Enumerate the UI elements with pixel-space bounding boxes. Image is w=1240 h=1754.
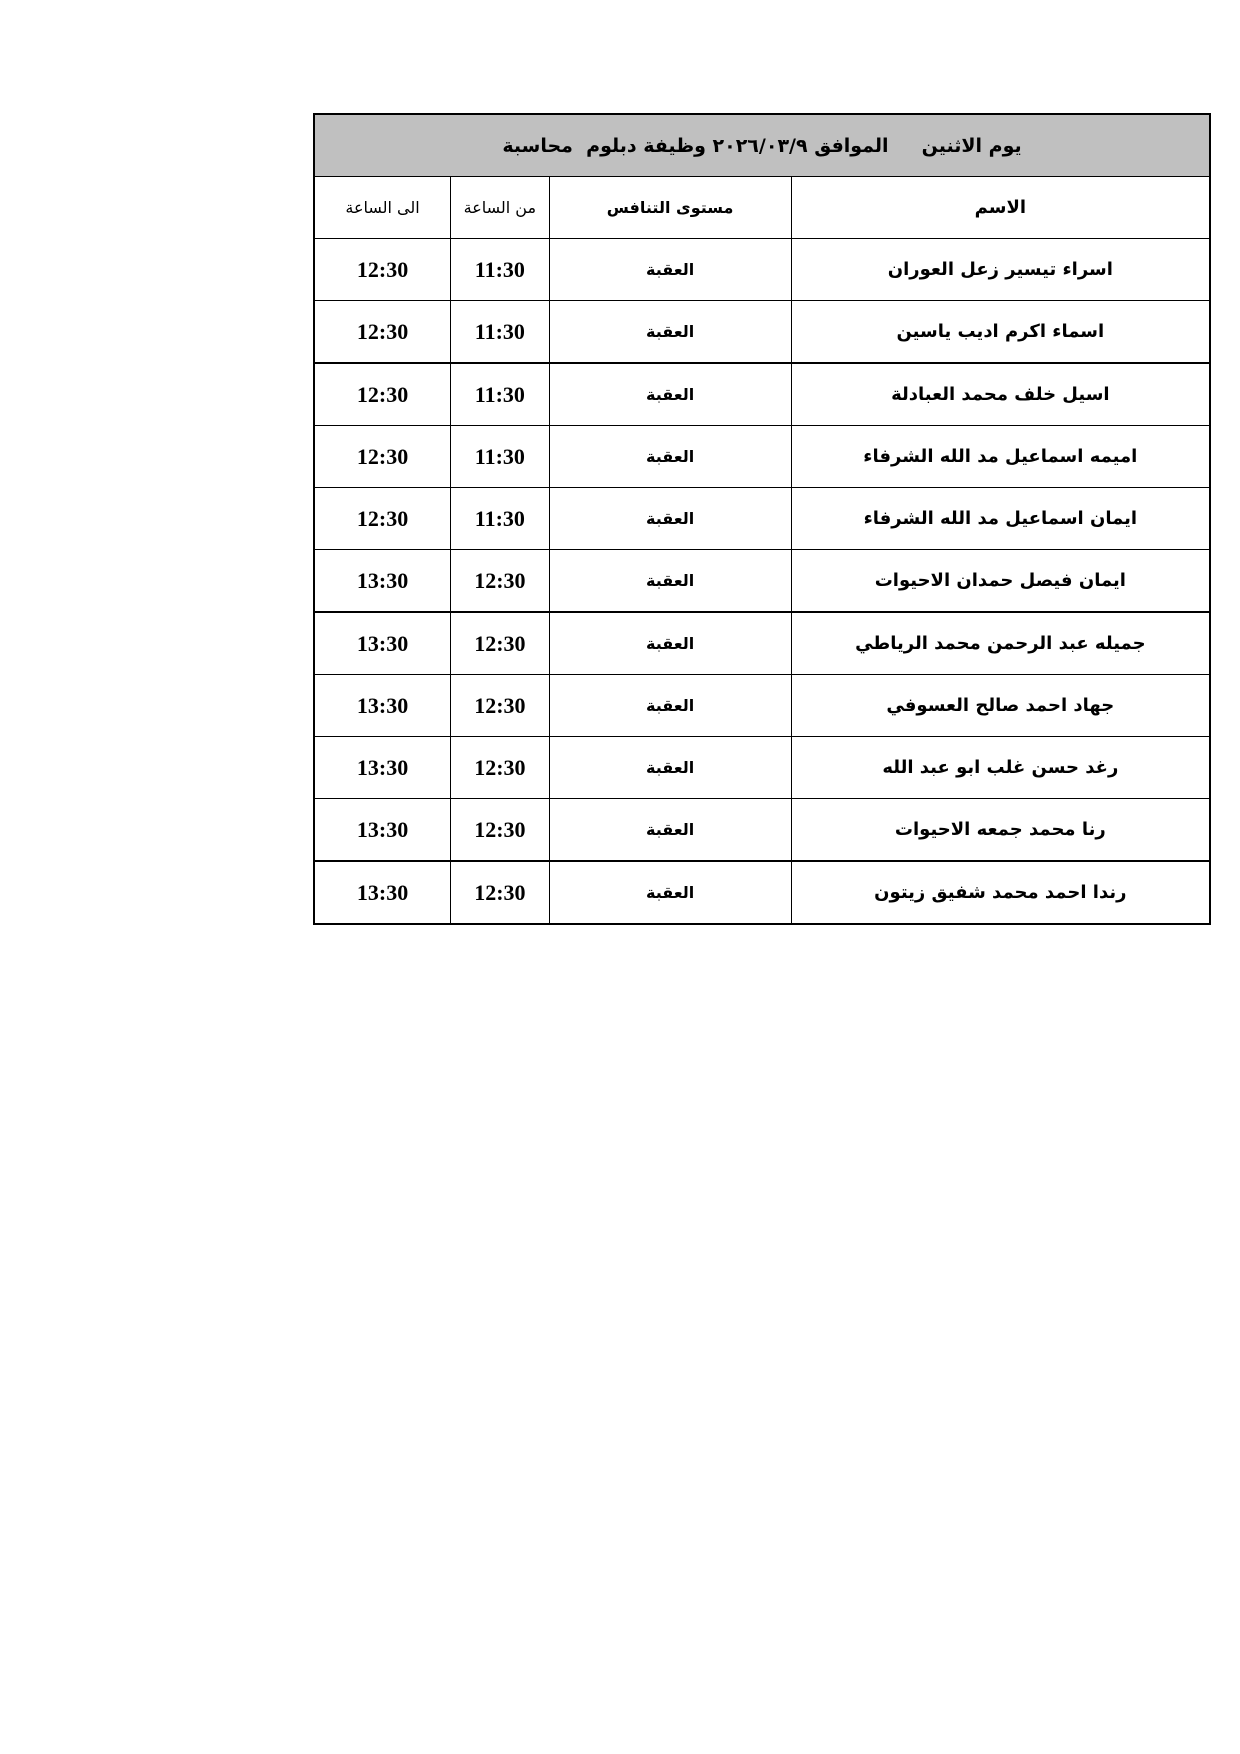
cell-name: اسيل خلف محمد العبادلة: [790, 362, 1211, 426]
table-row: رنا محمد جمعه الاحيوات العقبة 12:30 13:30: [313, 798, 1211, 862]
table-title: يوم الاثنين الموافق ٢٠٢٦/٠٣/٩ وظيفة دبلو…: [313, 113, 1211, 177]
header-row: الاسم مستوى التنافس من الساعة الى الساعة: [313, 176, 1211, 239]
cell-from: 12:30: [450, 611, 550, 675]
cell-level: العقبة: [548, 487, 792, 550]
cell-level: العقبة: [548, 425, 792, 488]
cell-to: 13:30: [313, 611, 452, 675]
cell-level: العقبة: [548, 549, 792, 613]
cell-from: 12:30: [450, 736, 550, 799]
cell-level: العقبة: [548, 362, 792, 426]
cell-to: 13:30: [313, 860, 452, 925]
cell-level: العقبة: [548, 798, 792, 862]
cell-name: ايمان فيصل حمدان الاحيوات: [790, 549, 1211, 613]
cell-name: اميمه اسماعيل مد الله الشرفاء: [790, 425, 1211, 488]
cell-name: رغد حسن غلب ابو عبد الله: [790, 736, 1211, 799]
cell-level: العقبة: [548, 611, 792, 675]
cell-level: العقبة: [548, 300, 792, 364]
cell-from: 11:30: [450, 300, 550, 364]
cell-to: 12:30: [313, 487, 452, 550]
header-to: الى الساعة: [313, 176, 452, 239]
table-row: ايمان اسماعيل مد الله الشرفاء العقبة 11:30…: [313, 487, 1211, 550]
cell-to: 12:30: [313, 238, 452, 301]
schedule-table: يوم الاثنين الموافق ٢٠٢٦/٠٣/٩ وظيفة دبلو…: [313, 113, 1211, 925]
cell-level: العقبة: [548, 238, 792, 301]
cell-from: 12:30: [450, 674, 550, 737]
cell-name: جميله عبد الرحمن محمد الرياطي: [790, 611, 1211, 675]
table-row: ايمان فيصل حمدان الاحيوات العقبة 12:30 13:3…: [313, 549, 1211, 613]
title-row: يوم الاثنين الموافق ٢٠٢٦/٠٣/٩ وظيفة دبلو…: [313, 113, 1211, 177]
cell-to: 13:30: [313, 549, 452, 613]
cell-to: 12:30: [313, 425, 452, 488]
cell-from: 11:30: [450, 487, 550, 550]
cell-from: 11:30: [450, 362, 550, 426]
table-row: اسماء اكرم اديب ياسين العقبة 11:30 12:30: [313, 300, 1211, 364]
cell-name: ايمان اسماعيل مد الله الشرفاء: [790, 487, 1211, 550]
header-level: مستوى التنافس: [548, 176, 792, 239]
cell-to: 13:30: [313, 736, 452, 799]
table-row: اسراء تيسير زعل العوران العقبة 11:30 12:30: [313, 238, 1211, 301]
cell-level: العقبة: [548, 860, 792, 925]
table-row: اميمه اسماعيل مد الله الشرفاء العقبة 11:30…: [313, 425, 1211, 488]
cell-from: 12:30: [450, 860, 550, 925]
table-row: رندا احمد محمد شفيق زيتون العقبة 12:30 13:3…: [313, 860, 1211, 925]
cell-name: اسماء اكرم اديب ياسين: [790, 300, 1211, 364]
cell-level: العقبة: [548, 674, 792, 737]
table-row: جهاد احمد صالح العسوفي العقبة 12:30 13:30: [313, 674, 1211, 737]
table-row: اسيل خلف محمد العبادلة العقبة 11:30 12:30: [313, 362, 1211, 426]
cell-from: 11:30: [450, 238, 550, 301]
cell-to: 13:30: [313, 674, 452, 737]
header-name: الاسم: [790, 176, 1211, 239]
cell-name: جهاد احمد صالح العسوفي: [790, 674, 1211, 737]
cell-to: 13:30: [313, 798, 452, 862]
cell-to: 12:30: [313, 300, 452, 364]
cell-from: 12:30: [450, 549, 550, 613]
cell-from: 12:30: [450, 798, 550, 862]
table-row: جميله عبد الرحمن محمد الرياطي العقبة 12:30…: [313, 611, 1211, 675]
cell-name: رنا محمد جمعه الاحيوات: [790, 798, 1211, 862]
header-from: من الساعة: [450, 176, 550, 239]
cell-to: 12:30: [313, 362, 452, 426]
cell-name: اسراء تيسير زعل العوران: [790, 238, 1211, 301]
cell-level: العقبة: [548, 736, 792, 799]
cell-from: 11:30: [450, 425, 550, 488]
cell-name: رندا احمد محمد شفيق زيتون: [790, 860, 1211, 925]
table-row: رغد حسن غلب ابو عبد الله العقبة 12:30 13:30: [313, 736, 1211, 799]
